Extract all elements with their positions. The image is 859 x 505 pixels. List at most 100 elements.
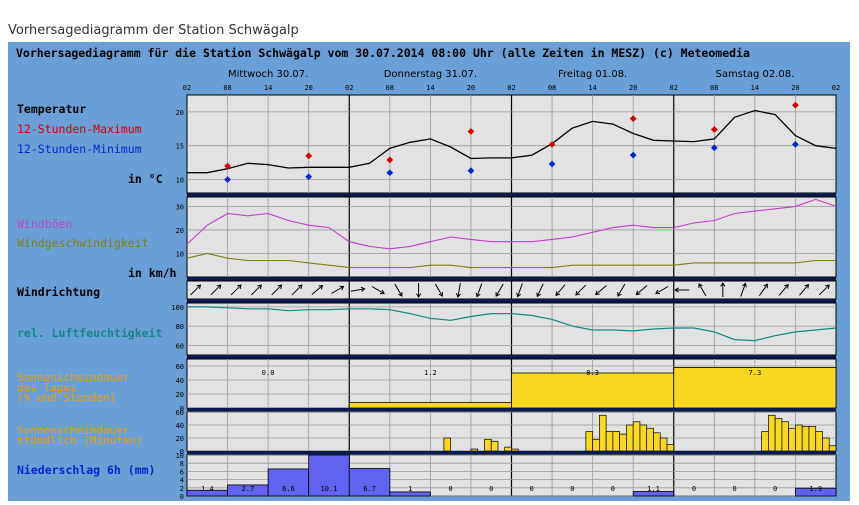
wind-arrow xyxy=(575,284,587,296)
hour-label: 14 xyxy=(588,84,596,92)
sunshine-hourly-bar xyxy=(653,432,661,452)
wind-arrow xyxy=(818,284,830,296)
sunshine-hourly-bar xyxy=(605,431,614,452)
panel-separator xyxy=(187,193,836,197)
precipitation-value: 0 xyxy=(530,485,534,493)
humidity-ytick: 80 xyxy=(176,323,184,331)
max-temp-point xyxy=(467,128,475,135)
wind-arrow xyxy=(230,284,242,296)
sunshine-hourly-bar xyxy=(511,448,519,452)
hour-label: 02 xyxy=(670,84,678,92)
wind-arrow xyxy=(555,284,566,297)
precipitation-value: 0 xyxy=(570,485,574,493)
min-temp-point xyxy=(386,169,394,177)
precipitation-value: 6.6 xyxy=(282,485,295,493)
sunshine-hourly-bar xyxy=(592,438,600,452)
precipitation-ytick: 10 xyxy=(176,452,184,460)
sunshine-hourly-bar xyxy=(585,431,593,452)
hour-label: 20 xyxy=(791,84,799,92)
meteogram-svg: Vorhersagediagramm für die Station Schwä… xyxy=(8,42,850,501)
wind-speed-line xyxy=(186,252,836,269)
sunshine-hourly-bar xyxy=(470,448,479,452)
sunshine-hourly-bar xyxy=(504,446,512,452)
precipitation-value: 1 xyxy=(408,485,412,493)
precipitation-value: 10.1 xyxy=(321,485,338,493)
wind-arrow xyxy=(799,283,810,296)
max-temp-point xyxy=(224,162,231,170)
sunshine-hourly-bar xyxy=(484,438,492,452)
sunshine-hourly-bar xyxy=(632,421,641,452)
sunshine-hourly-bar xyxy=(815,431,823,452)
min-temp-label: 12-Stunden-Minimum xyxy=(17,142,142,156)
wind-unit: in km/h xyxy=(128,266,177,280)
wind-arrow xyxy=(720,282,726,297)
precipitation-ytick: 2 xyxy=(180,485,184,493)
precipitation-value: 1.1 xyxy=(647,485,660,493)
wind-arrow xyxy=(416,283,422,298)
day-label: Donnerstag 31.07. xyxy=(384,69,477,80)
sunshine-hourly-bar xyxy=(639,424,648,452)
sunshine-hourly-bar xyxy=(612,431,621,452)
wind-arrow xyxy=(434,283,444,297)
sunshine-hourly-bar xyxy=(774,418,783,452)
precipitation-value: 0 xyxy=(692,485,696,493)
max-temp-point xyxy=(792,101,799,109)
panel-separator xyxy=(187,355,836,359)
wind-arrow xyxy=(311,284,324,295)
wind-speed-label: Windgeschwindigkeit xyxy=(17,236,149,250)
hour-label: 20 xyxy=(629,84,637,92)
panel-separator xyxy=(187,408,836,412)
wind-arrow xyxy=(536,283,544,298)
sunshine-daily-ytick: 60 xyxy=(176,363,184,371)
precipitation-bar xyxy=(389,491,431,497)
wind-arrow xyxy=(350,286,366,292)
wind-ytick: 10 xyxy=(176,250,184,258)
sunshine-hourly-bar xyxy=(646,427,654,452)
max-temp-point xyxy=(629,115,637,123)
panel-separator xyxy=(187,299,836,303)
max-temp-point xyxy=(386,156,394,164)
wind-arrow xyxy=(595,285,607,296)
precipitation-label: Niederschlag 6h (mm) xyxy=(17,463,155,477)
panel-separator xyxy=(187,451,836,455)
sunshine-daily-ytick: 20 xyxy=(176,391,184,399)
sunshine-daily-label: Sonnenscheindauer xyxy=(17,371,130,384)
precipitation-value: 0 xyxy=(489,485,493,493)
humidity-ytick: 60 xyxy=(176,342,184,350)
sunshine-hourly-bar xyxy=(828,445,837,452)
wind-direction-label: Windrichtung xyxy=(17,285,100,299)
sunshine-hourly-bar xyxy=(808,425,817,452)
precipitation-value: 1.9 xyxy=(809,485,822,493)
sunshine-hourly-bar xyxy=(761,431,769,452)
precipitation-ytick: 0 xyxy=(180,493,184,501)
temperature-line xyxy=(187,109,837,174)
hour-label: 20 xyxy=(467,84,475,92)
temperature-ytick: 15 xyxy=(176,143,184,151)
humidity-line xyxy=(187,306,837,342)
humidity-label: rel. Luftfeuchtigkeit xyxy=(17,326,162,340)
precipitation-value: 2.7 xyxy=(242,485,255,493)
sunshine-daily-label: des Tages xyxy=(17,381,77,394)
hour-label: 08 xyxy=(386,84,394,92)
day-label: Freitag 01.08. xyxy=(558,69,627,80)
sunshine-daily-bar xyxy=(511,372,675,409)
humidity-ytick: 100 xyxy=(171,304,184,312)
hour-label: 20 xyxy=(304,84,312,92)
sunshine-hourly-label: stündlich (Minuten) xyxy=(17,434,143,447)
sunshine-hourly-bar xyxy=(599,414,607,452)
precipitation-ytick: 6 xyxy=(180,468,184,476)
sunshine-daily-bar xyxy=(348,401,512,409)
wind-arrow xyxy=(516,283,523,298)
max-temp-point xyxy=(305,152,313,160)
hour-label: 08 xyxy=(223,84,231,92)
hour-label: 02 xyxy=(507,84,515,92)
sunshine-daily-ytick: 0 xyxy=(180,405,184,413)
precipitation-bar xyxy=(348,468,391,497)
sunshine-daily-value: 0.0 xyxy=(262,369,275,377)
panel-separator xyxy=(187,277,836,281)
chart-header: Vorhersagediagramm für die Station Schwä… xyxy=(16,46,750,60)
meteogram: Vorhersagediagramm für die Station Schwä… xyxy=(8,42,850,501)
day-label: Mittwoch 30.07. xyxy=(228,69,308,80)
hour-label: 02 xyxy=(345,84,353,92)
wind-arrow xyxy=(331,285,345,294)
